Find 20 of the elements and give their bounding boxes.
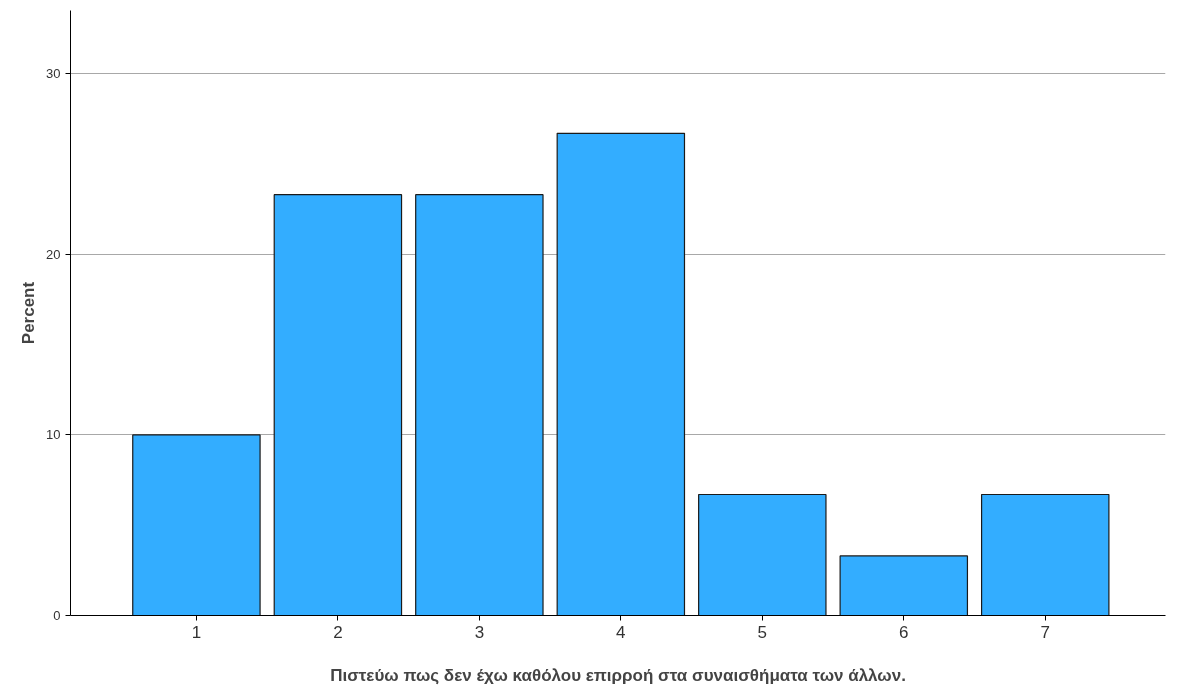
bar [839,555,969,616]
y-tick-label: 20 [46,246,61,262]
x-tick-label: 1 [191,622,202,642]
x-tick-label: 5 [757,622,768,642]
bar [273,194,403,616]
x-tick-label: 6 [899,622,909,642]
x-tick-label: 2 [333,622,343,642]
y-axis-title: Percent [19,281,39,345]
x-axis-title: Πιστεύω πως δεν έχω καθόλου επιρροή στα συναισθήματα των άλλων. [330,665,906,685]
bar [415,194,544,616]
bar [556,132,686,616]
x-tick-label: 3 [474,622,485,642]
x-tick-label: 4 [616,622,626,642]
y-tick-label: 10 [46,427,61,443]
y-tick-label: 30 [46,66,61,82]
bar [980,493,1110,616]
bar [698,493,827,616]
bar [132,434,261,616]
x-tick-label: 7 [1040,622,1050,642]
y-tick-label: 0 [53,608,61,623]
